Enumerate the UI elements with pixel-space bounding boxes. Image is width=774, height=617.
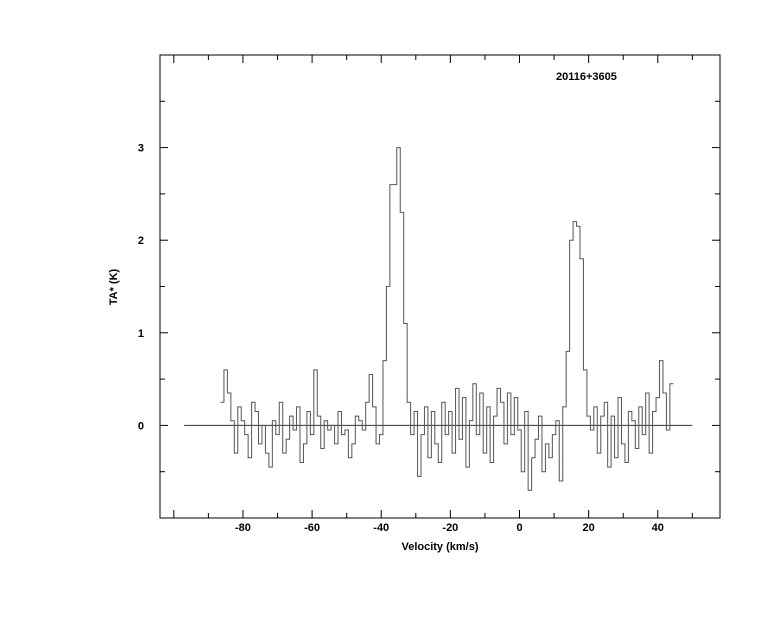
- x-axis-label: Velocity (km/s): [401, 541, 478, 553]
- tick-labels: -80 -60 -40 -20 0 20 40 0 1 2 3: [138, 143, 664, 534]
- chart-title: 20116+3605: [556, 71, 617, 83]
- ticks: [160, 55, 720, 518]
- y-tick-label: 2: [138, 235, 144, 247]
- x-tick-label: -60: [304, 522, 320, 534]
- spectrum-line: [220, 147, 674, 491]
- x-tick-label: 20: [583, 522, 595, 534]
- x-tick-label: 40: [652, 522, 664, 534]
- x-tick-label: 0: [516, 522, 522, 534]
- x-tick-label: -40: [373, 522, 389, 534]
- x-tick-label: -20: [442, 522, 458, 534]
- y-axis-label: TA* (K): [108, 268, 120, 305]
- y-tick-label: 1: [138, 328, 144, 340]
- x-tick-label: -80: [235, 522, 251, 534]
- y-tick-label: 0: [138, 420, 144, 432]
- y-tick-label: 3: [138, 143, 144, 155]
